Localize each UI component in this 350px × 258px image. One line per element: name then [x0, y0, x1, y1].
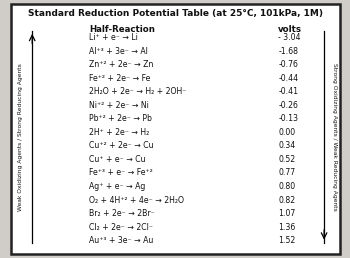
Text: 1.36: 1.36: [278, 223, 295, 232]
Text: Au⁺³ + 3e⁻ → Au: Au⁺³ + 3e⁻ → Au: [89, 236, 154, 245]
Text: Fe⁺³ + e⁻ → Fe⁺²: Fe⁺³ + e⁻ → Fe⁺²: [89, 168, 153, 178]
Text: Cu⁺² + 2e⁻ → Cu: Cu⁺² + 2e⁻ → Cu: [89, 141, 154, 150]
FancyBboxPatch shape: [10, 4, 340, 254]
Text: - 3.04: - 3.04: [278, 33, 301, 42]
Text: 0.80: 0.80: [278, 182, 295, 191]
Text: 2H⁺ + 2e⁻ → H₂: 2H⁺ + 2e⁻ → H₂: [89, 128, 149, 137]
Text: 0.00: 0.00: [278, 128, 295, 137]
Text: 0.34: 0.34: [278, 141, 295, 150]
Text: -1.68: -1.68: [278, 46, 298, 55]
Text: 2H₂O + 2e⁻ → H₂ + 2OH⁻: 2H₂O + 2e⁻ → H₂ + 2OH⁻: [89, 87, 187, 96]
Text: Standard Reduction Potential Table (at 25°C, 101kPa, 1M): Standard Reduction Potential Table (at 2…: [28, 9, 322, 18]
Text: -0.26: -0.26: [278, 101, 298, 110]
Text: 1.52: 1.52: [278, 236, 295, 245]
Text: Pb⁺² + 2e⁻ → Pb: Pb⁺² + 2e⁻ → Pb: [89, 114, 152, 123]
Text: Half-Reaction: Half-Reaction: [89, 25, 155, 34]
Text: Ag⁺ + e⁻ → Ag: Ag⁺ + e⁻ → Ag: [89, 182, 146, 191]
Text: -0.44: -0.44: [278, 74, 298, 83]
Text: 0.82: 0.82: [278, 196, 295, 205]
Text: volts: volts: [278, 25, 302, 34]
Text: Al⁺³ + 3e⁻ → Al: Al⁺³ + 3e⁻ → Al: [89, 46, 148, 55]
Text: 0.77: 0.77: [278, 168, 295, 178]
Text: Cl₂ + 2e⁻ → 2Cl⁻: Cl₂ + 2e⁻ → 2Cl⁻: [89, 223, 153, 232]
Text: Strong Oxidizing Agents / Weak Reducing Agents: Strong Oxidizing Agents / Weak Reducing …: [332, 63, 337, 211]
Text: -0.13: -0.13: [278, 114, 298, 123]
Text: 1.07: 1.07: [278, 209, 295, 218]
Text: Ni⁺² + 2e⁻ → Ni: Ni⁺² + 2e⁻ → Ni: [89, 101, 149, 110]
Text: Li⁺ + e⁻ → Li: Li⁺ + e⁻ → Li: [89, 33, 138, 42]
Text: Weak Oxidizing Agents / Strong Reducing Agents: Weak Oxidizing Agents / Strong Reducing …: [19, 63, 23, 211]
Text: -0.41: -0.41: [278, 87, 298, 96]
Text: -0.76: -0.76: [278, 60, 298, 69]
Text: 0.52: 0.52: [278, 155, 295, 164]
Text: O₂ + 4H⁺² + 4e⁻ → 2H₂O: O₂ + 4H⁺² + 4e⁻ → 2H₂O: [89, 196, 184, 205]
Text: Zn⁺² + 2e⁻ → Zn: Zn⁺² + 2e⁻ → Zn: [89, 60, 154, 69]
Text: Fe⁺² + 2e⁻ → Fe: Fe⁺² + 2e⁻ → Fe: [89, 74, 150, 83]
Text: Br₂ + 2e⁻ → 2Br⁻: Br₂ + 2e⁻ → 2Br⁻: [89, 209, 155, 218]
Text: Cu⁺ + e⁻ → Cu: Cu⁺ + e⁻ → Cu: [89, 155, 146, 164]
